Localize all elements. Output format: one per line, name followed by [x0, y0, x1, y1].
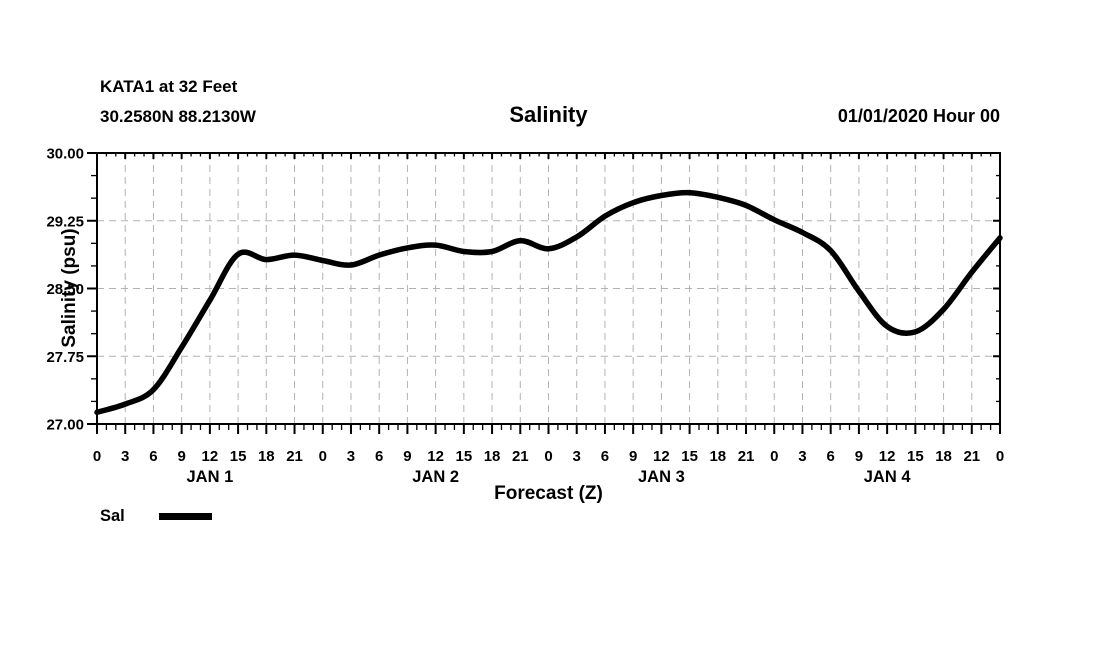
x-tick-label: 0 — [996, 448, 1004, 465]
x-tick-label: 9 — [855, 448, 863, 465]
y-tick-labels: 27.00 27.75 28.50 29.25 30.00 — [46, 146, 84, 434]
y-tick-label: 29.25 — [46, 213, 84, 230]
station-name: KATA1 at 32 Feet — [100, 77, 238, 96]
x-axis-label: Forecast (Z) — [494, 483, 603, 504]
day-labels: JAN 1 JAN 2 JAN 3 JAN 4 — [186, 468, 911, 486]
day-label: JAN 3 — [638, 468, 685, 486]
x-tick-label: 0 — [544, 448, 552, 465]
x-tick-label: 21 — [286, 448, 303, 465]
x-tick-label: 0 — [770, 448, 778, 465]
x-tick-label: 3 — [347, 448, 355, 465]
salinity-curve — [94, 189, 1003, 416]
x-tick-label: 3 — [798, 448, 806, 465]
day-label: JAN 2 — [412, 468, 459, 486]
x-tick-label: 3 — [573, 448, 581, 465]
legend-series-label: Sal — [100, 507, 125, 525]
x-tick-label: 3 — [121, 448, 129, 465]
plot-frame — [96, 152, 1001, 425]
x-tick-labels: 0 3 6 9 12 15 18 21 0 3 6 9 12 15 18 21 0 3 6 9 12 15 18 21 0 3 6 9… — [93, 448, 1004, 465]
forecast-datetime: 01/01/2020 Hour 00 — [837, 106, 1000, 126]
day-label: JAN 4 — [864, 468, 912, 486]
y-tick-label: 27.75 — [46, 349, 84, 366]
day-label: JAN 1 — [186, 468, 233, 486]
x-tick-label: 0 — [93, 448, 101, 465]
chart-title: Salinity — [509, 102, 588, 127]
x-tick-label: 21 — [738, 448, 755, 465]
x-tick-label: 0 — [319, 448, 327, 465]
y-tick-label: 28.50 — [46, 281, 84, 298]
x-tick-label: 15 — [456, 448, 473, 465]
x-tick-label: 9 — [177, 448, 185, 465]
x-tick-label: 12 — [202, 448, 219, 465]
x-tick-label: 15 — [681, 448, 698, 465]
x-tick-label: 18 — [484, 448, 501, 465]
x-tick-label: 12 — [427, 448, 444, 465]
x-tick-label: 18 — [258, 448, 275, 465]
station-coordinates: 30.2580N 88.2130W — [100, 107, 256, 126]
x-tick-label: 21 — [963, 448, 980, 465]
x-tick-label: 6 — [827, 448, 835, 465]
x-tick-label: 12 — [653, 448, 670, 465]
x-tick-label: 21 — [512, 448, 529, 465]
x-tick-label: 6 — [375, 448, 383, 465]
gridlines — [97, 153, 1000, 424]
y-tick-label: 30.00 — [46, 146, 84, 163]
x-tick-label: 6 — [149, 448, 157, 465]
x-tick-label: 12 — [879, 448, 896, 465]
x-tick-label: 9 — [629, 448, 637, 465]
x-tick-label: 15 — [907, 448, 924, 465]
x-tick-label: 18 — [935, 448, 952, 465]
legend-line-swatch — [159, 513, 213, 520]
x-tick-label: 9 — [403, 448, 411, 465]
x-tick-label: 15 — [230, 448, 247, 465]
x-tick-label: 18 — [709, 448, 726, 465]
legend: Sal — [100, 507, 213, 527]
y-tick-label: 27.00 — [46, 417, 84, 434]
x-tick-label: 6 — [601, 448, 609, 465]
